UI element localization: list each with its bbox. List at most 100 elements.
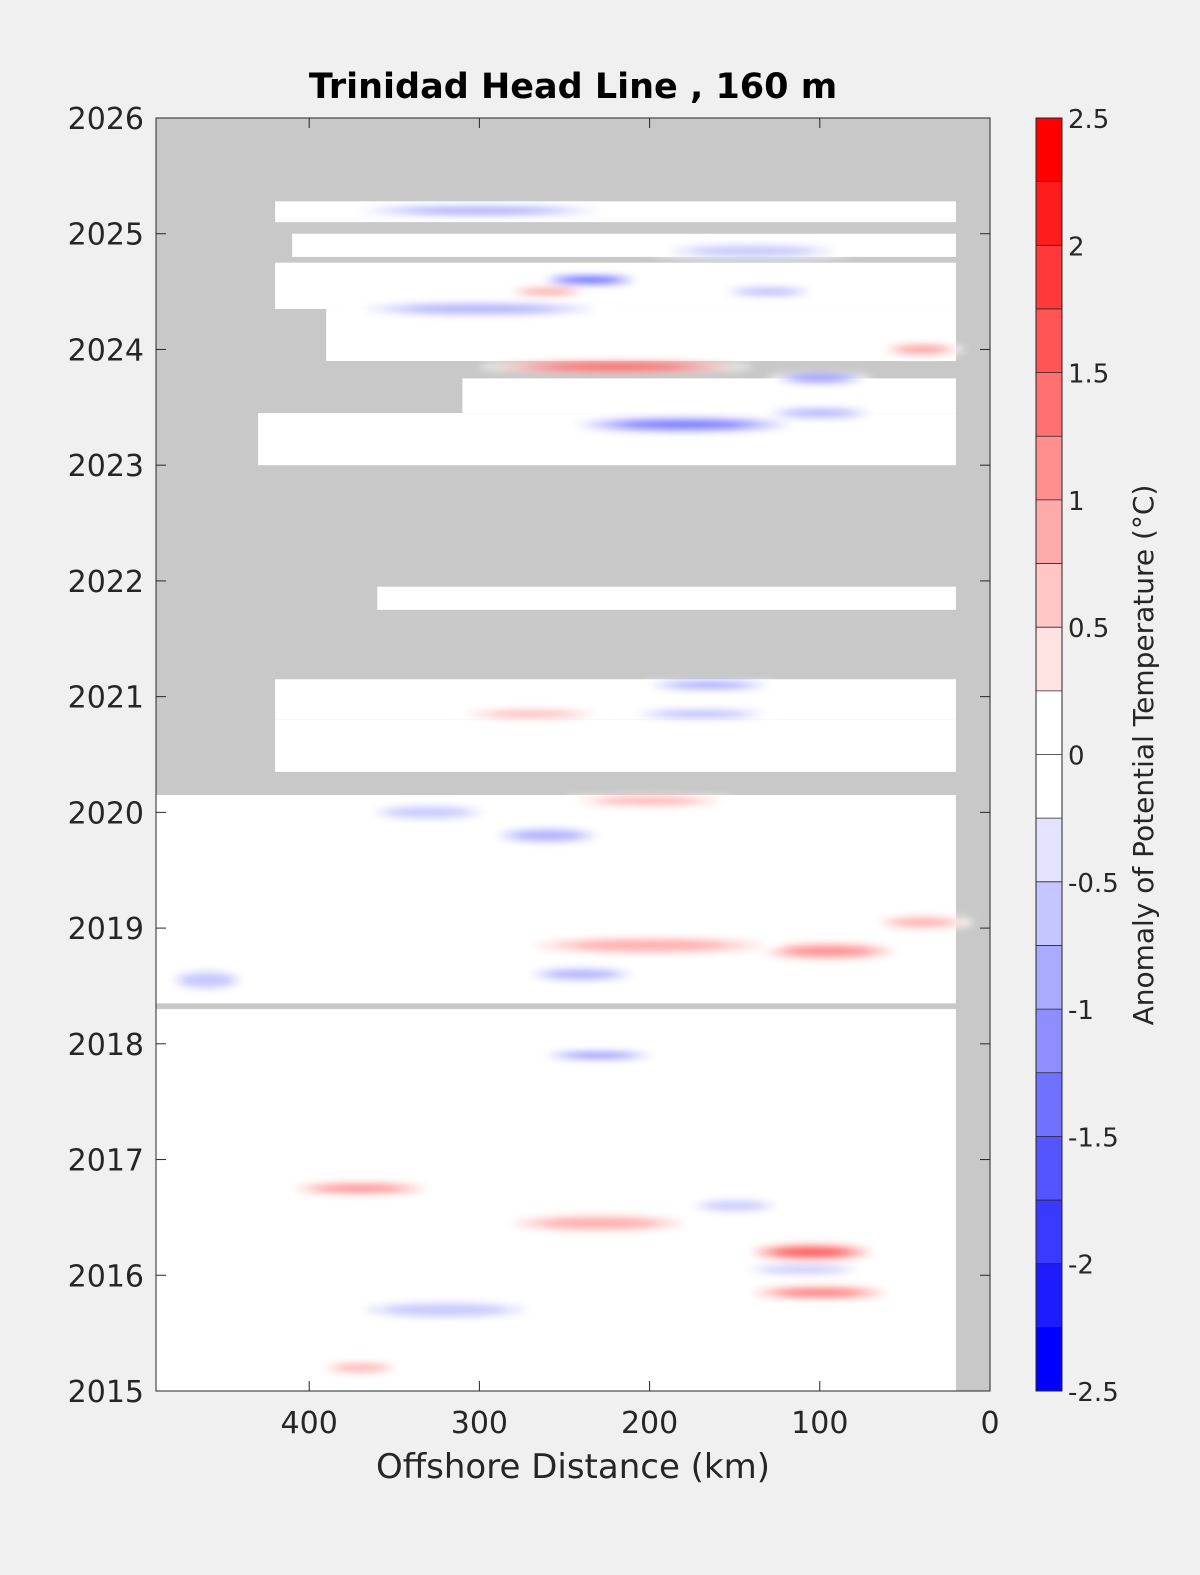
chart-title: Trinidad Head Line , 160 m	[309, 67, 837, 107]
y-tick-label: 2015	[68, 1375, 144, 1410]
anomaly-9-level-4	[574, 940, 725, 951]
data-extent-2	[275, 719, 956, 772]
y-tick-label: 2023	[68, 449, 144, 484]
anomaly-23-level-8	[550, 364, 681, 370]
colorbar-segment	[1036, 118, 1062, 182]
anomaly-20-level-6	[624, 420, 744, 429]
anomaly-8-level-5	[788, 946, 869, 957]
anomaly-17-level-5	[673, 682, 745, 688]
colorbar-tick-label: 0	[1068, 742, 1085, 772]
colorbar-segment	[1036, 690, 1062, 755]
anomaly-10-level-4	[893, 918, 951, 927]
x-tick-label: 100	[791, 1406, 848, 1441]
colorbar-tick-label: -1.5	[1068, 1123, 1119, 1153]
colorbar-segment	[1036, 818, 1062, 882]
colorbar-tick-label: 1	[1068, 487, 1085, 517]
anomaly-5-level-3	[704, 1201, 766, 1211]
colorbar-segment	[1036, 308, 1062, 373]
anomaly-1-level-6	[781, 1289, 859, 1297]
anomaly-12-level-3	[181, 973, 233, 988]
colorbar-segment	[1036, 436, 1062, 500]
anomaly-16-level-4	[602, 797, 697, 804]
colorbar-segment	[1036, 1200, 1062, 1264]
anomaly-27-level-6	[526, 289, 569, 294]
anomaly-15-level-7	[569, 1053, 628, 1058]
colorbar-tick-label: 2.5	[1068, 105, 1109, 135]
colorbar-label: Anomaly of Potential Temperature (°C)	[1127, 485, 1160, 1026]
data-extent-8	[275, 262, 956, 309]
anomaly-21-level-4	[787, 409, 853, 417]
data-extent-7	[326, 308, 956, 362]
anomaly-22-level-5	[899, 346, 945, 353]
data-extent-3	[275, 679, 956, 720]
y-tick-label: 2020	[68, 796, 144, 831]
colorbar	[1035, 117, 1063, 1392]
y-tick-label: 2019	[68, 912, 144, 947]
anomaly-14-level-3	[387, 807, 470, 818]
anomaly-4-level-4	[336, 1364, 384, 1372]
anomaly-28-level-4	[740, 289, 797, 295]
colorbar-tick-label: -2.5	[1068, 1378, 1119, 1408]
anomaly-7-level-3	[761, 1266, 844, 1273]
y-axis-ticks: 2015 2016 2017 2018 2019 2020 2021 2022 2023 2024…	[68, 102, 990, 1410]
x-tick-label: 200	[621, 1406, 678, 1441]
colorbar-segment	[1036, 1327, 1062, 1391]
colorbar-ticks: 2.5 2 1.5 1 0.5 0 -0.5 -1 -1.5 -2 -2.5	[1068, 105, 1119, 1408]
colorbar-segment	[1036, 881, 1062, 946]
anomaly-3-level-5	[320, 1184, 401, 1193]
anomaly-0-level-7	[778, 1247, 845, 1257]
colorbar-segment	[1036, 1072, 1062, 1137]
colorbar-tick-label: 2	[1068, 232, 1085, 262]
anomaly-26-level-9	[566, 277, 614, 283]
colorbar-segment	[1036, 181, 1062, 246]
y-tick-label: 2025	[68, 218, 144, 253]
colorbar-segment	[1036, 563, 1062, 628]
colorbar-segment	[1036, 1136, 1062, 1201]
colorbar-frame	[1035, 117, 1063, 1392]
colorbar-segment	[1036, 1009, 1062, 1073]
colorbar-tick-label: -0.5	[1068, 869, 1119, 899]
data-field	[156, 201, 973, 1391]
x-axis-ticks: 400 300 200 100 0	[281, 118, 1000, 1441]
anomaly-25-level-4	[404, 305, 555, 313]
colorbar-tick-label: 1.5	[1068, 360, 1109, 390]
plot-frame	[155, 117, 991, 1392]
data-extent-6	[462, 378, 956, 414]
y-tick-label: 2016	[68, 1259, 144, 1294]
y-tick-label: 2026	[68, 102, 144, 137]
colorbar-tick-label: -1	[1068, 996, 1094, 1026]
x-tick-label: 400	[281, 1406, 338, 1441]
colorbar-tick-label: -2	[1068, 1251, 1094, 1281]
anomaly-layer	[164, 205, 973, 1374]
plot-area	[155, 117, 991, 1392]
colorbar-segment	[1036, 754, 1062, 819]
colorbar-tick-label: 0.5	[1068, 614, 1109, 644]
anomaly-13-level-4	[514, 831, 581, 840]
data-extent-4	[377, 586, 956, 610]
data-extent-0	[156, 1009, 956, 1391]
anomaly-29-level-5	[408, 208, 551, 213]
anomaly-19-level-4	[488, 711, 573, 717]
x-axis-label: Offshore Distance (km)	[376, 1447, 770, 1487]
y-tick-label: 2017	[68, 1144, 144, 1179]
colorbar-segment	[1036, 627, 1062, 691]
colorbar-segment	[1036, 372, 1062, 437]
anomaly-24-level-5	[793, 375, 847, 382]
x-tick-label: 0	[980, 1406, 999, 1441]
colorbar-segment	[1036, 499, 1062, 564]
y-tick-label: 2022	[68, 565, 144, 600]
anomaly-18-level-4	[658, 711, 743, 717]
x-tick-label: 300	[451, 1406, 508, 1441]
y-tick-label: 2024	[68, 333, 144, 368]
anomaly-6-level-3	[384, 1304, 507, 1316]
colorbar-segment	[1036, 245, 1062, 309]
anomaly-30-level-3	[690, 246, 813, 256]
anomaly-11-level-4	[548, 970, 615, 979]
anomaly-2-level-4	[542, 1218, 655, 1229]
y-tick-label: 2021	[68, 681, 144, 716]
colorbar-segment	[1036, 1263, 1062, 1328]
data-extent-9	[292, 233, 956, 257]
y-tick-label: 2018	[68, 1028, 144, 1063]
